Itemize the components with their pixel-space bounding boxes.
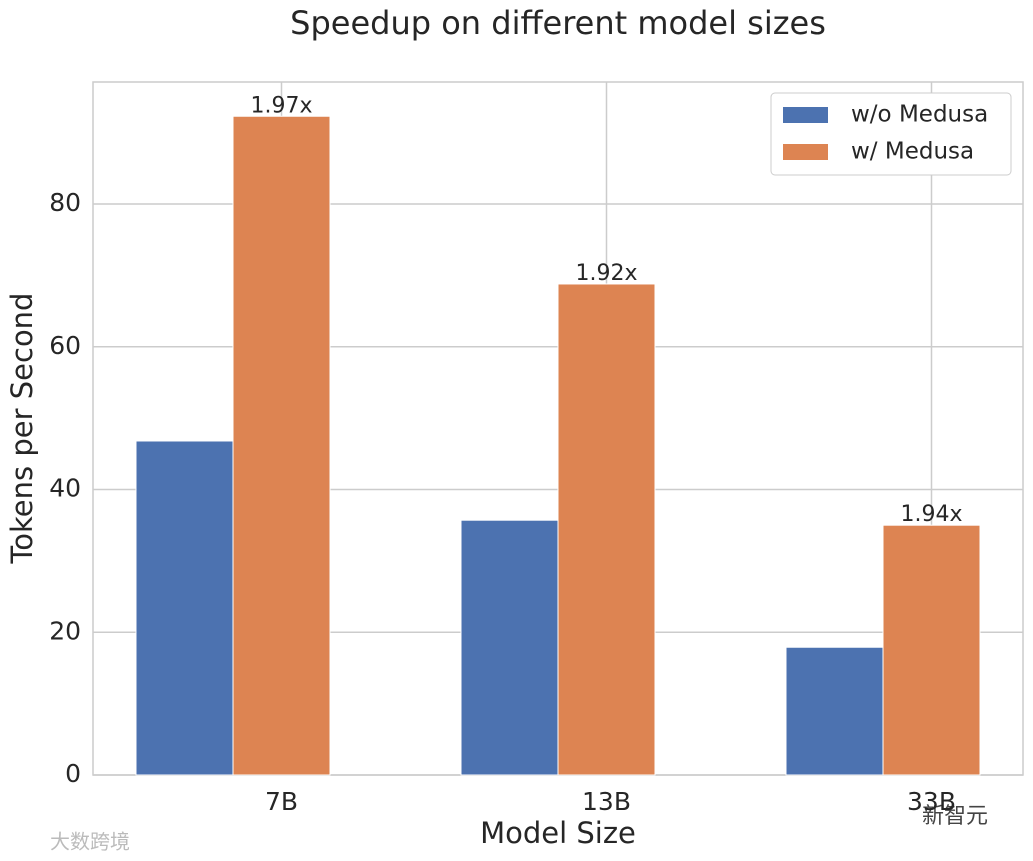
x-tick-label: 7B (265, 787, 298, 816)
y-tick-label: 20 (49, 616, 81, 645)
y-tick-label: 40 (49, 474, 81, 503)
annotation: 1.92x (575, 261, 637, 286)
x-axis-label: Model Size (480, 816, 636, 850)
legend-label: w/o Medusa (851, 102, 988, 128)
y-tick-label: 60 (49, 331, 81, 360)
bar (460, 519, 559, 776)
annotation: 1.97x (250, 93, 312, 118)
y-tick-label: 0 (65, 759, 81, 788)
legend-box (770, 92, 1012, 176)
y-tick-label: 80 (49, 188, 81, 217)
legend-swatch (783, 107, 828, 123)
legend-label: w/ Medusa (851, 139, 974, 165)
x-tick-label: 13B (582, 787, 631, 816)
y-axis-label: Tokens per Second (5, 293, 39, 565)
watermark: 大数跨境 (50, 830, 130, 854)
bar (882, 524, 981, 776)
bar (232, 115, 331, 776)
bar (785, 646, 884, 776)
annotation: 1.94x (900, 502, 962, 527)
bar (557, 283, 656, 776)
x-tick-label: 33B (907, 787, 956, 816)
legend-swatch (783, 144, 828, 160)
chart-title: Speedup on different model sizes (290, 4, 826, 42)
watermark: 新智元 (922, 804, 988, 829)
bar (135, 440, 234, 776)
